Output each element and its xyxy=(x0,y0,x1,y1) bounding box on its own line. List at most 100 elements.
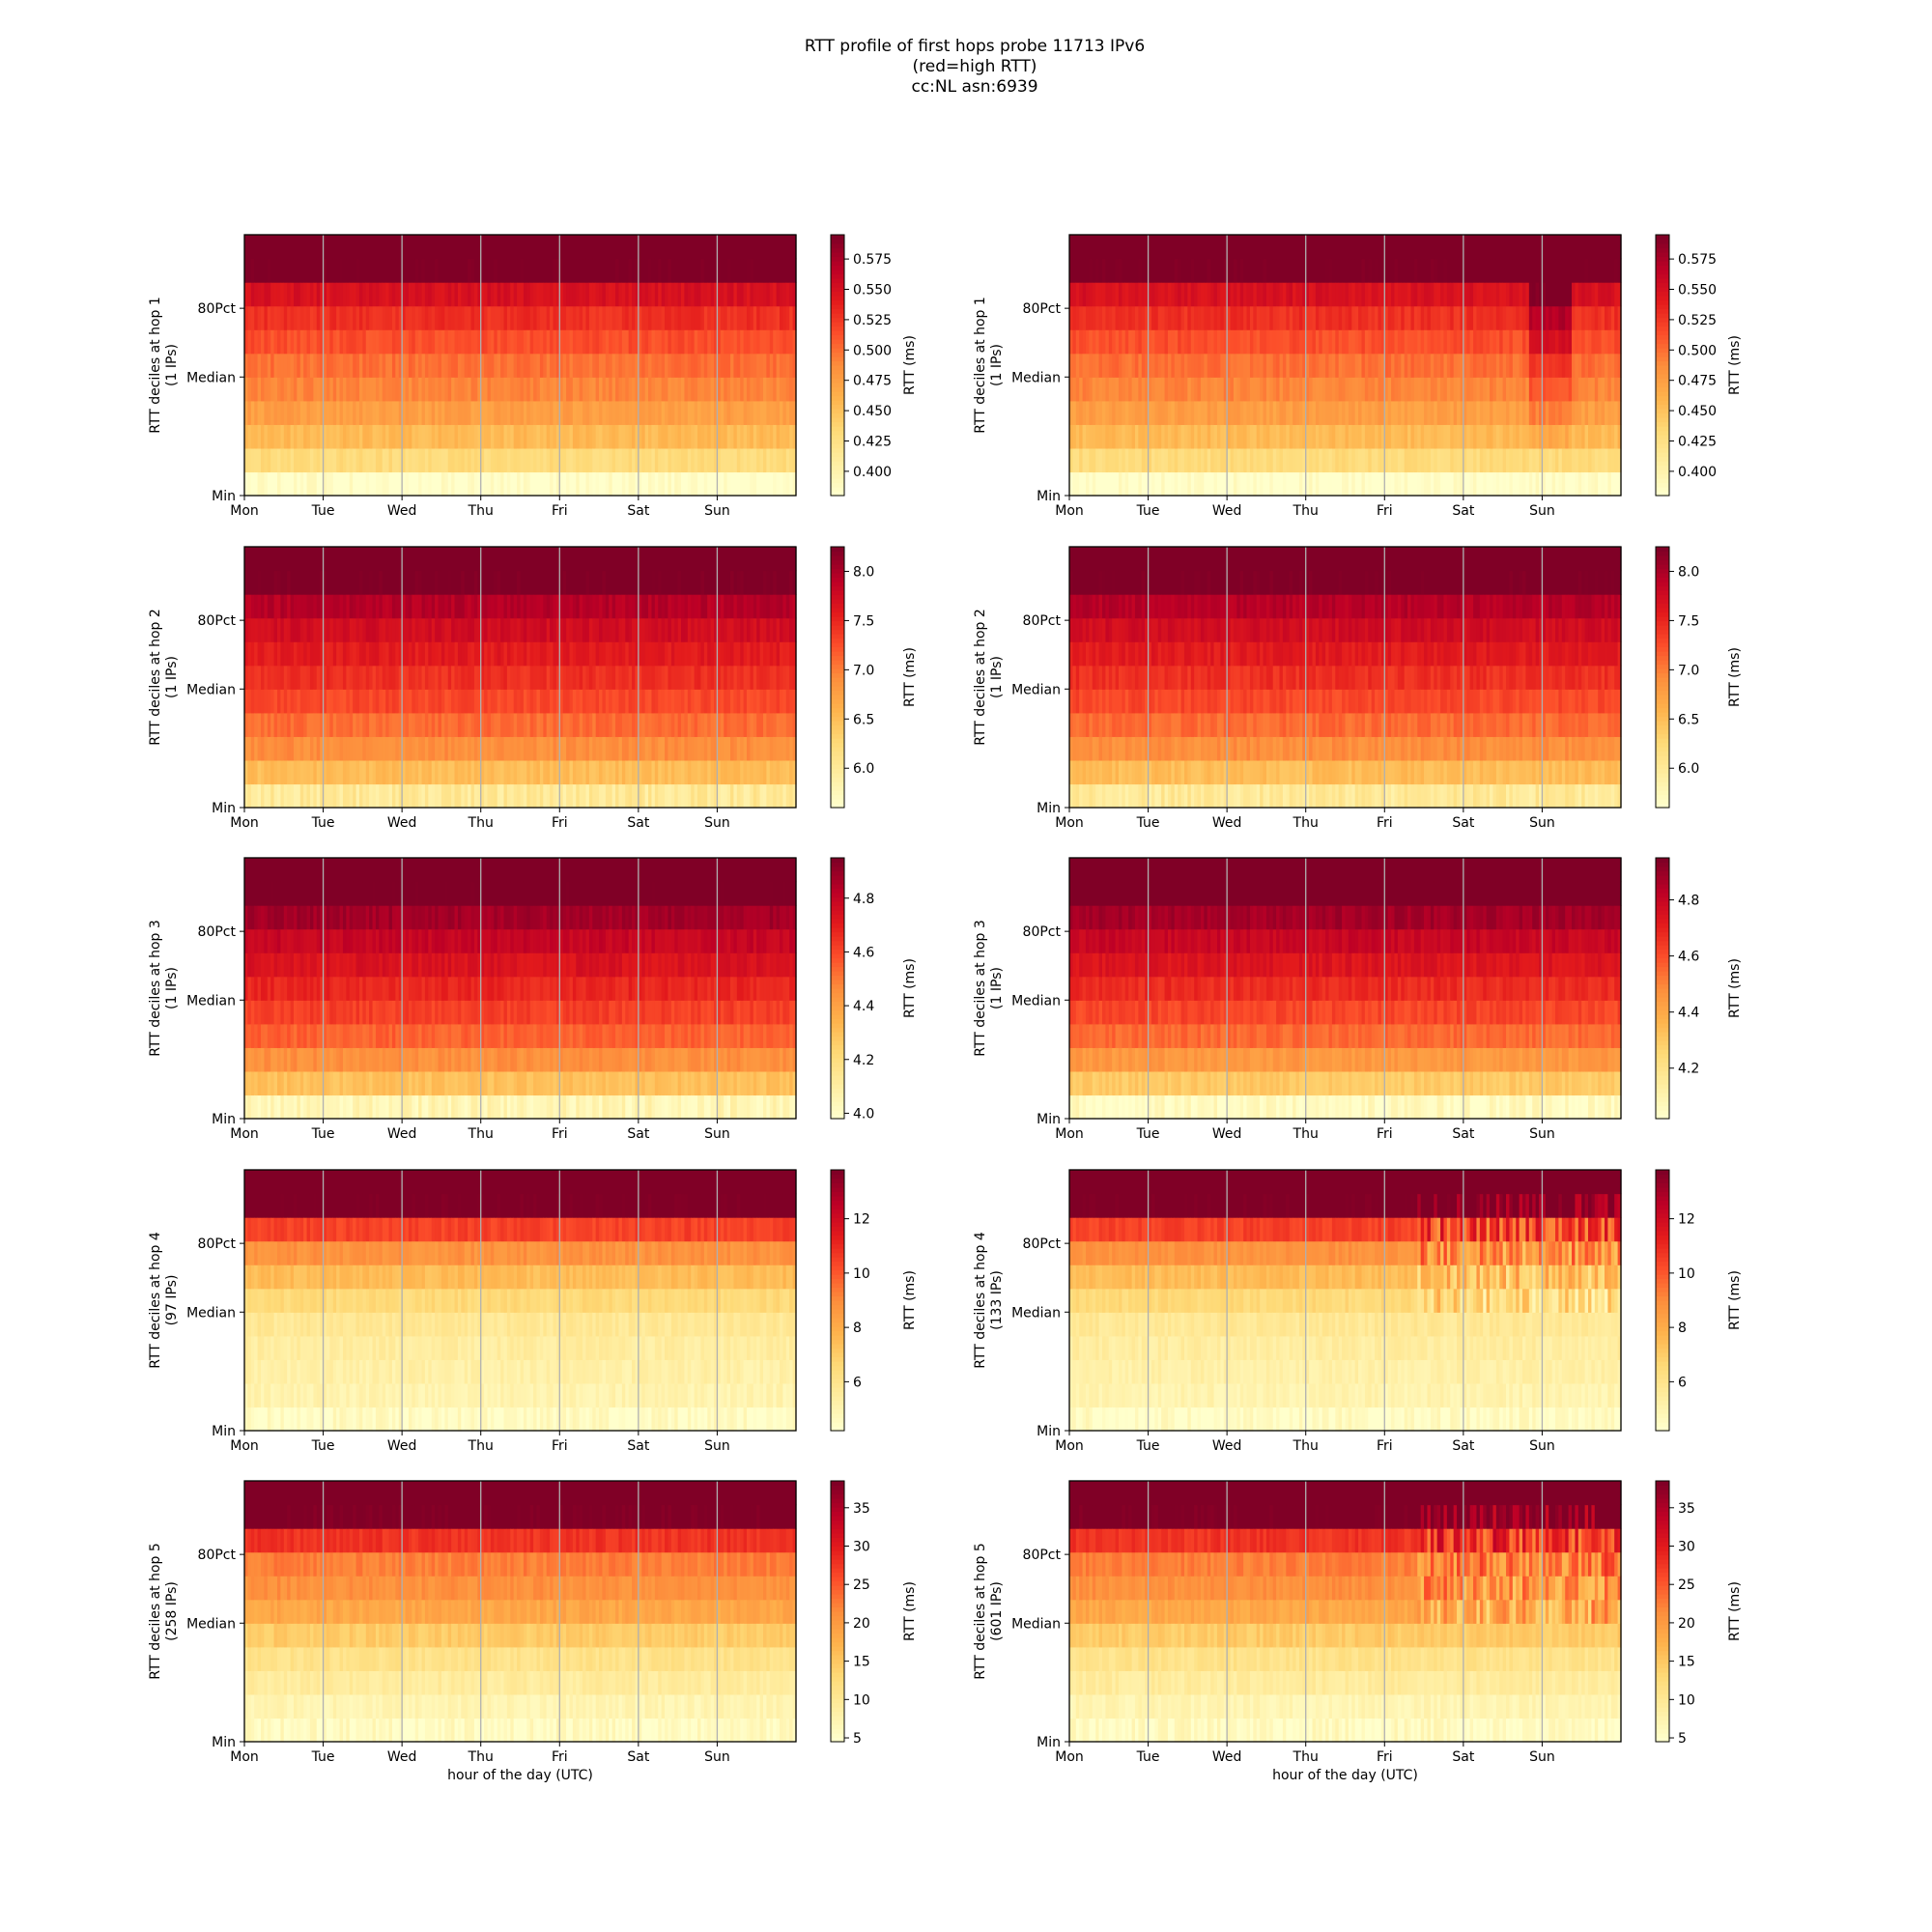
heat-cell xyxy=(697,400,702,425)
heat-cell xyxy=(346,689,351,714)
heat-cell xyxy=(276,736,281,761)
heat-cell xyxy=(661,329,666,355)
heat-cell xyxy=(1249,258,1254,283)
heat-cell xyxy=(1358,377,1363,402)
heat-cell xyxy=(1331,424,1336,449)
heat-cell xyxy=(1138,282,1143,307)
colorbar-step xyxy=(1656,304,1669,310)
heat-cell xyxy=(316,665,321,690)
heat-cell xyxy=(1375,447,1379,473)
heat-cell xyxy=(569,305,574,330)
heat-cell xyxy=(336,235,341,260)
heat-cell xyxy=(1263,258,1267,283)
heat-cell xyxy=(1227,353,1232,378)
heat-cell xyxy=(506,305,511,330)
heat-cell xyxy=(254,377,259,402)
heat-cell xyxy=(412,400,416,425)
heat-cell xyxy=(1265,329,1270,355)
heat-cell xyxy=(1239,377,1244,402)
heat-cell xyxy=(329,282,334,307)
heat-cell xyxy=(388,377,393,402)
heat-cell xyxy=(1183,471,1188,497)
heat-cell xyxy=(759,377,764,402)
heat-cell xyxy=(684,305,689,330)
heat-cell xyxy=(276,617,281,642)
heat-cell xyxy=(1387,447,1392,473)
heat-cell xyxy=(763,377,768,402)
heat-cell xyxy=(480,353,485,378)
heat-cell xyxy=(638,447,642,473)
colorbar-step xyxy=(831,299,844,305)
heat-cell xyxy=(726,447,731,473)
colorbar-step xyxy=(831,430,844,436)
heat-cell xyxy=(1407,400,1412,425)
heat-cell xyxy=(736,235,741,260)
heat-cell xyxy=(1279,400,1284,425)
heat-cell xyxy=(572,235,577,260)
heat-cell xyxy=(582,305,587,330)
colorbar-step xyxy=(831,273,844,279)
heat-cell xyxy=(766,377,771,402)
colorbar-step xyxy=(831,317,844,323)
heat-cell xyxy=(372,305,377,330)
heat-cell xyxy=(546,235,551,260)
heat-cell xyxy=(405,377,410,402)
heat-cell xyxy=(283,305,288,330)
heat-cell xyxy=(473,377,478,402)
heat-cell xyxy=(1246,235,1251,260)
heat-cell xyxy=(290,594,295,619)
heat-cell xyxy=(244,424,248,449)
heat-cell xyxy=(526,282,531,307)
heat-cell xyxy=(782,282,787,307)
heat-cell xyxy=(250,570,255,595)
heat-cell xyxy=(276,447,281,473)
heat-cell xyxy=(484,424,489,449)
heat-cell xyxy=(1227,400,1232,425)
heat-cell xyxy=(320,258,325,283)
heat-cell xyxy=(362,712,367,737)
heat-cell xyxy=(1354,305,1359,330)
heat-cell xyxy=(648,258,653,283)
colorbar-tick-label: 0.575 xyxy=(1678,252,1717,268)
heat-cell xyxy=(428,329,433,355)
heat-cell xyxy=(1394,400,1399,425)
heat-cell xyxy=(1358,400,1363,425)
heat-cell xyxy=(447,353,452,378)
heat-cell xyxy=(559,235,564,260)
heat-cell xyxy=(572,447,577,473)
heat-cell xyxy=(1309,329,1314,355)
heat-cell xyxy=(546,424,551,449)
colorbar-step xyxy=(831,270,844,275)
heat-cell xyxy=(1351,353,1356,378)
heat-cell xyxy=(444,377,449,402)
heat-cell xyxy=(562,447,567,473)
heat-cell xyxy=(369,235,374,260)
heat-cell xyxy=(306,258,311,283)
heat-cell xyxy=(1239,282,1244,307)
heat-cell xyxy=(517,424,522,449)
heat-cell xyxy=(651,353,656,378)
heat-cell xyxy=(658,377,663,402)
heat-cell xyxy=(1220,258,1225,283)
heat-cell xyxy=(391,282,396,307)
heat-cell xyxy=(644,305,649,330)
heat-cell xyxy=(1335,258,1340,283)
heat-cell xyxy=(1319,400,1323,425)
heat-cell xyxy=(1098,377,1103,402)
heat-cell xyxy=(1079,447,1084,473)
heat-cell xyxy=(254,329,259,355)
heat-cell xyxy=(513,353,518,378)
heat-cell xyxy=(621,329,626,355)
heat-cell xyxy=(457,329,462,355)
heat-cell xyxy=(648,305,653,330)
heat-cell xyxy=(473,235,478,260)
heat-cell xyxy=(402,377,407,402)
heat-cell xyxy=(1361,400,1366,425)
heat-cell xyxy=(1230,353,1235,378)
heat-cell xyxy=(428,258,433,283)
heat-cell xyxy=(332,594,337,619)
heat-cell xyxy=(1293,377,1297,402)
heat-cell xyxy=(670,282,675,307)
heat-cell xyxy=(276,594,281,619)
